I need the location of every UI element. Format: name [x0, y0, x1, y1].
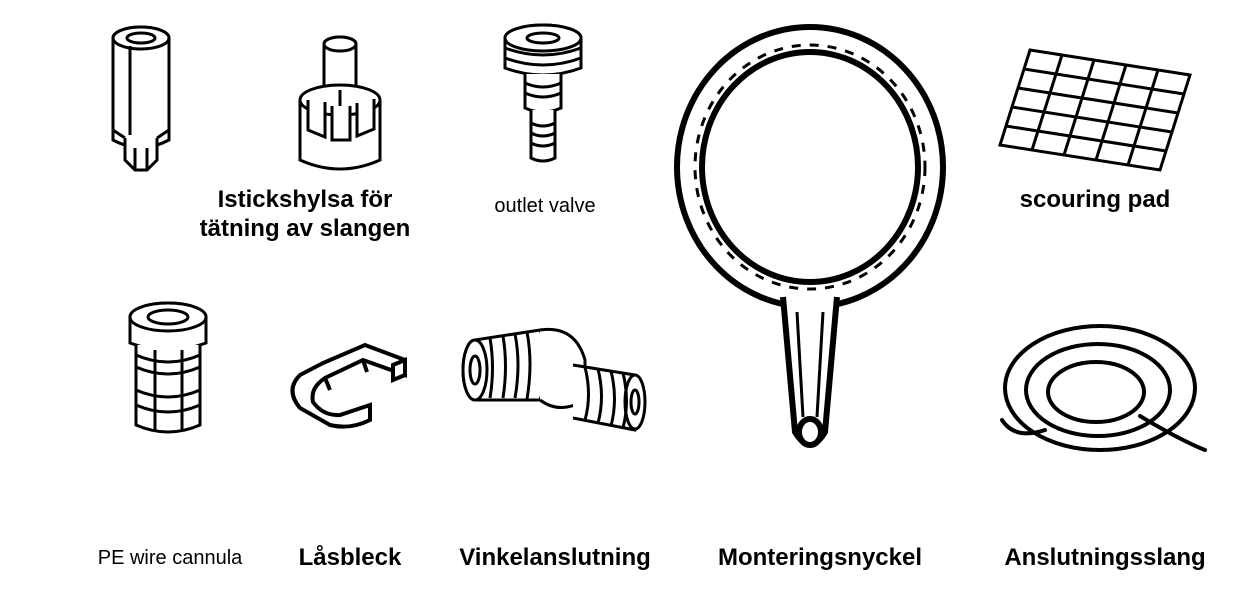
lasbleck-icon: [275, 330, 425, 440]
anslutningsslang-part: [985, 300, 1215, 470]
scouring-pad-label: scouring pad: [1020, 186, 1171, 215]
istickshylsa-part: Istickshylsa för tätning av slangen: [155, 30, 455, 244]
scouring-pad-icon: [990, 40, 1200, 180]
vinkelanslutning-part: [430, 300, 670, 460]
outlet-valve-icon: [485, 18, 605, 188]
pe-wire-cannula-icon: [110, 295, 230, 455]
monteringsnyckel-part: [660, 12, 960, 482]
pe-wire-cannula-part: [70, 295, 270, 455]
lasbleck-label: Låsbleck: [265, 544, 435, 573]
anslutningsslang-icon: [990, 300, 1210, 470]
istickshylsa-icon: [280, 30, 410, 180]
monteringsnyckel-label: Monteringsnyckel: [690, 544, 950, 573]
lasbleck-part: [265, 330, 435, 440]
pe-wire-cannula-label: PE wire cannula: [70, 546, 270, 570]
scouring-pad-part: scouring pad: [980, 40, 1210, 215]
istickshylsa-label: Istickshylsa för tätning av slangen: [200, 186, 411, 244]
monteringsnyckel-icon: [665, 12, 955, 482]
vinkelanslutning-icon: [445, 300, 655, 460]
outlet-valve-label: outlet valve: [494, 194, 595, 218]
anslutningsslang-label: Anslutningsslang: [975, 544, 1235, 573]
vinkelanslutning-label: Vinkelanslutning: [440, 544, 670, 573]
outlet-valve-part: outlet valve: [445, 18, 645, 218]
